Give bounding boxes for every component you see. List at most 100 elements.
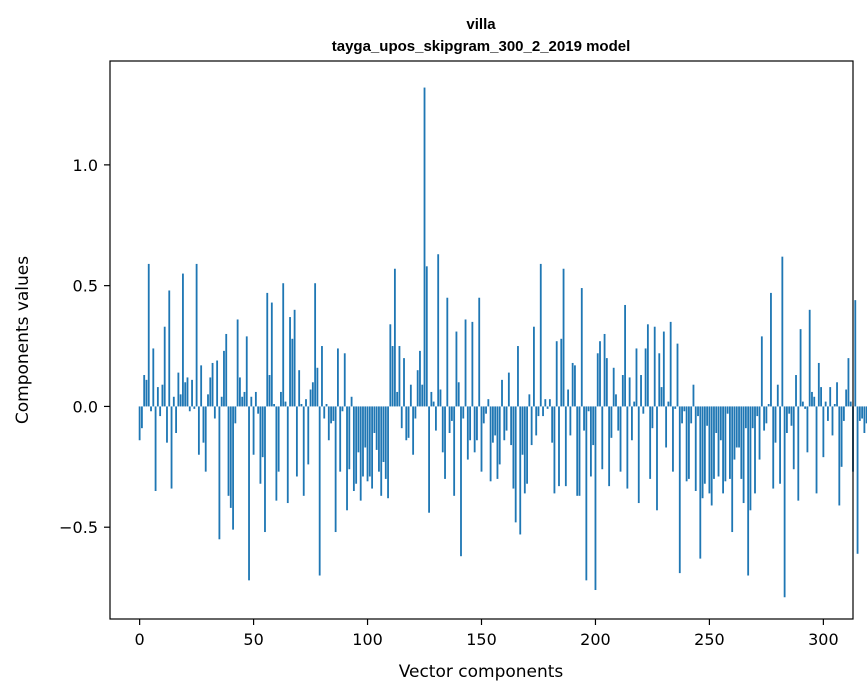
bar: [257, 406, 260, 414]
bar: [200, 365, 203, 407]
x-axis: 0 50 100 150 200 250 300: [135, 619, 839, 649]
bar: [439, 389, 442, 407]
bar: [548, 399, 551, 407]
bar: [694, 406, 697, 491]
bar: [799, 329, 802, 407]
bar: [685, 406, 688, 482]
bar: [423, 87, 426, 407]
bar: [311, 382, 314, 407]
bar: [380, 406, 383, 496]
bar: [487, 399, 490, 407]
bar: [302, 406, 305, 496]
bar: [211, 362, 214, 407]
bar: [195, 263, 198, 407]
bar: [141, 406, 143, 429]
bar: [833, 404, 836, 407]
bar: [790, 406, 793, 426]
bar: [528, 394, 531, 407]
bar: [250, 396, 253, 407]
bar: [569, 406, 572, 436]
bar: [387, 406, 389, 499]
bar: [430, 391, 433, 407]
bar: [836, 382, 838, 407]
bar: [366, 406, 369, 482]
bar: [259, 406, 262, 484]
bar: [558, 406, 560, 487]
x-tick-label: 250: [694, 630, 725, 649]
bar: [564, 406, 567, 487]
bar: [478, 297, 481, 407]
bar: [863, 406, 866, 433]
bar: [683, 406, 686, 412]
bar: [797, 406, 800, 501]
bar: [715, 406, 718, 433]
bar: [847, 358, 850, 407]
bar: [535, 406, 538, 436]
bar: [476, 406, 478, 441]
bar: [605, 358, 608, 407]
bar: [562, 268, 565, 407]
bar: [801, 401, 804, 407]
bar: [621, 375, 624, 407]
bar: [521, 406, 524, 455]
bar: [193, 406, 196, 409]
bar: [719, 406, 722, 441]
bar: [321, 346, 323, 407]
bar: [642, 406, 645, 414]
bar: [576, 406, 579, 496]
bar: [295, 406, 298, 477]
bar: [824, 401, 827, 407]
bar: [485, 406, 487, 414]
bar: [631, 406, 633, 441]
bar: [425, 266, 428, 407]
bar: [751, 406, 754, 429]
bar: [783, 406, 786, 598]
bar: [533, 326, 535, 407]
bar: [738, 406, 740, 448]
bar: [735, 406, 738, 448]
bar: [781, 256, 784, 407]
bar: [270, 302, 273, 407]
bar: [166, 406, 168, 443]
bar: [651, 406, 654, 429]
bar: [849, 401, 852, 407]
bar: [729, 406, 731, 479]
bar: [510, 406, 513, 446]
bar: [489, 406, 492, 482]
bar: [316, 367, 319, 407]
bar: [772, 406, 775, 489]
bar: [740, 406, 743, 479]
bar: [252, 406, 255, 455]
bar: [526, 406, 528, 484]
bar: [542, 406, 544, 417]
bar: [314, 283, 317, 407]
y-axis: −0.5 0.0 0.5 1.0: [59, 156, 110, 537]
x-tick-label: 0: [135, 630, 145, 649]
bar: [469, 406, 472, 441]
bar: [236, 319, 239, 407]
y-tick-label: −0.5: [59, 518, 98, 537]
bar: [592, 406, 595, 446]
bar: [172, 396, 175, 407]
bar: [307, 406, 310, 465]
bar: [264, 406, 266, 533]
bar: [184, 382, 187, 407]
bar: [703, 406, 706, 484]
bar: [788, 406, 791, 414]
bar: [792, 406, 795, 470]
bar: [838, 406, 841, 506]
bar: [396, 391, 399, 407]
bar: [362, 406, 364, 477]
bar: [460, 406, 462, 557]
y-axis-label: Components values: [13, 256, 33, 424]
bar: [435, 406, 437, 431]
bar: [667, 401, 670, 407]
bar: [699, 406, 702, 559]
bar: [444, 406, 446, 479]
bar: [530, 406, 533, 446]
bar: [305, 399, 307, 407]
bar: [216, 360, 219, 407]
bar: [254, 391, 257, 407]
bar: [804, 406, 807, 409]
bar: [245, 336, 248, 407]
